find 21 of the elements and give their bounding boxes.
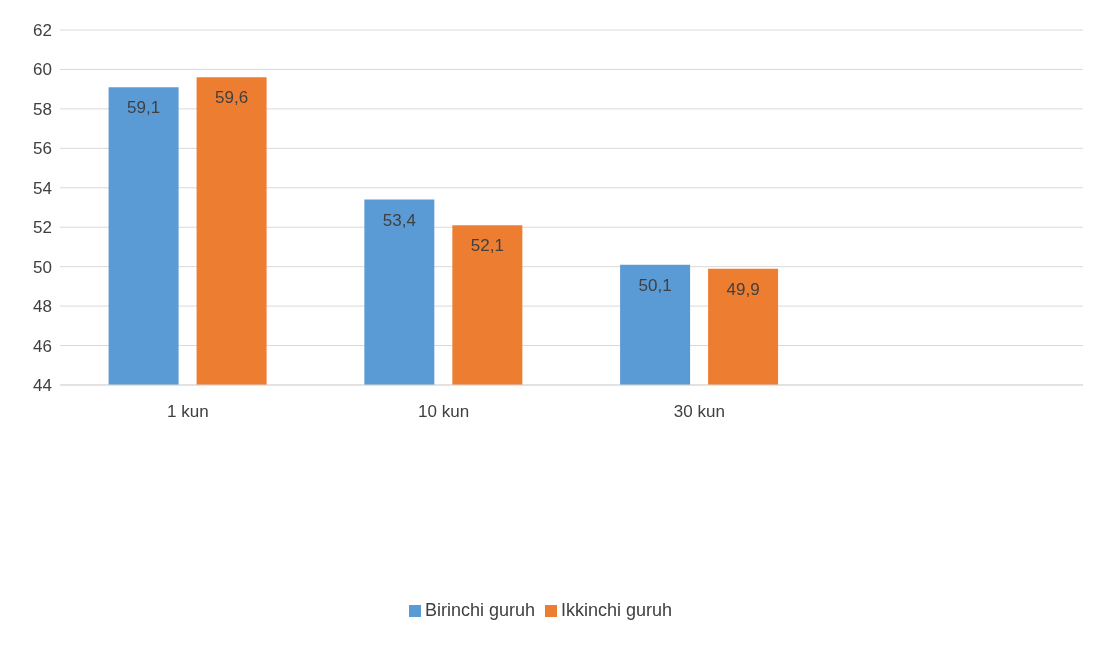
legend-label: Ikkinchi guruh	[561, 600, 673, 620]
data-label: 59,6	[215, 88, 249, 108]
data-label: 59,1	[127, 98, 161, 118]
x-tick-label: 1 kun	[167, 402, 209, 422]
x-tick-label: 30 kun	[673, 402, 725, 422]
data-label: 49,9	[726, 279, 760, 299]
data-label: 53,4	[382, 210, 416, 230]
y-tick-label: 62	[33, 21, 52, 41]
y-tick-label: 60	[33, 60, 52, 80]
y-tick-label: 56	[33, 139, 52, 159]
y-tick-label: 50	[33, 257, 52, 277]
data-label: 50,1	[638, 275, 672, 295]
legend-label: Birinchi guruh	[424, 600, 535, 620]
y-tick-label: 54	[33, 178, 52, 198]
y-tick-label: 58	[33, 99, 52, 119]
data-label: 52,1	[470, 236, 504, 256]
y-tick-label: 44	[33, 376, 52, 396]
y-tick-label: 46	[33, 336, 52, 356]
y-tick-label: 48	[33, 297, 52, 317]
y-tick-label: 52	[33, 218, 52, 238]
x-tick-label: 10 kun	[418, 402, 470, 422]
